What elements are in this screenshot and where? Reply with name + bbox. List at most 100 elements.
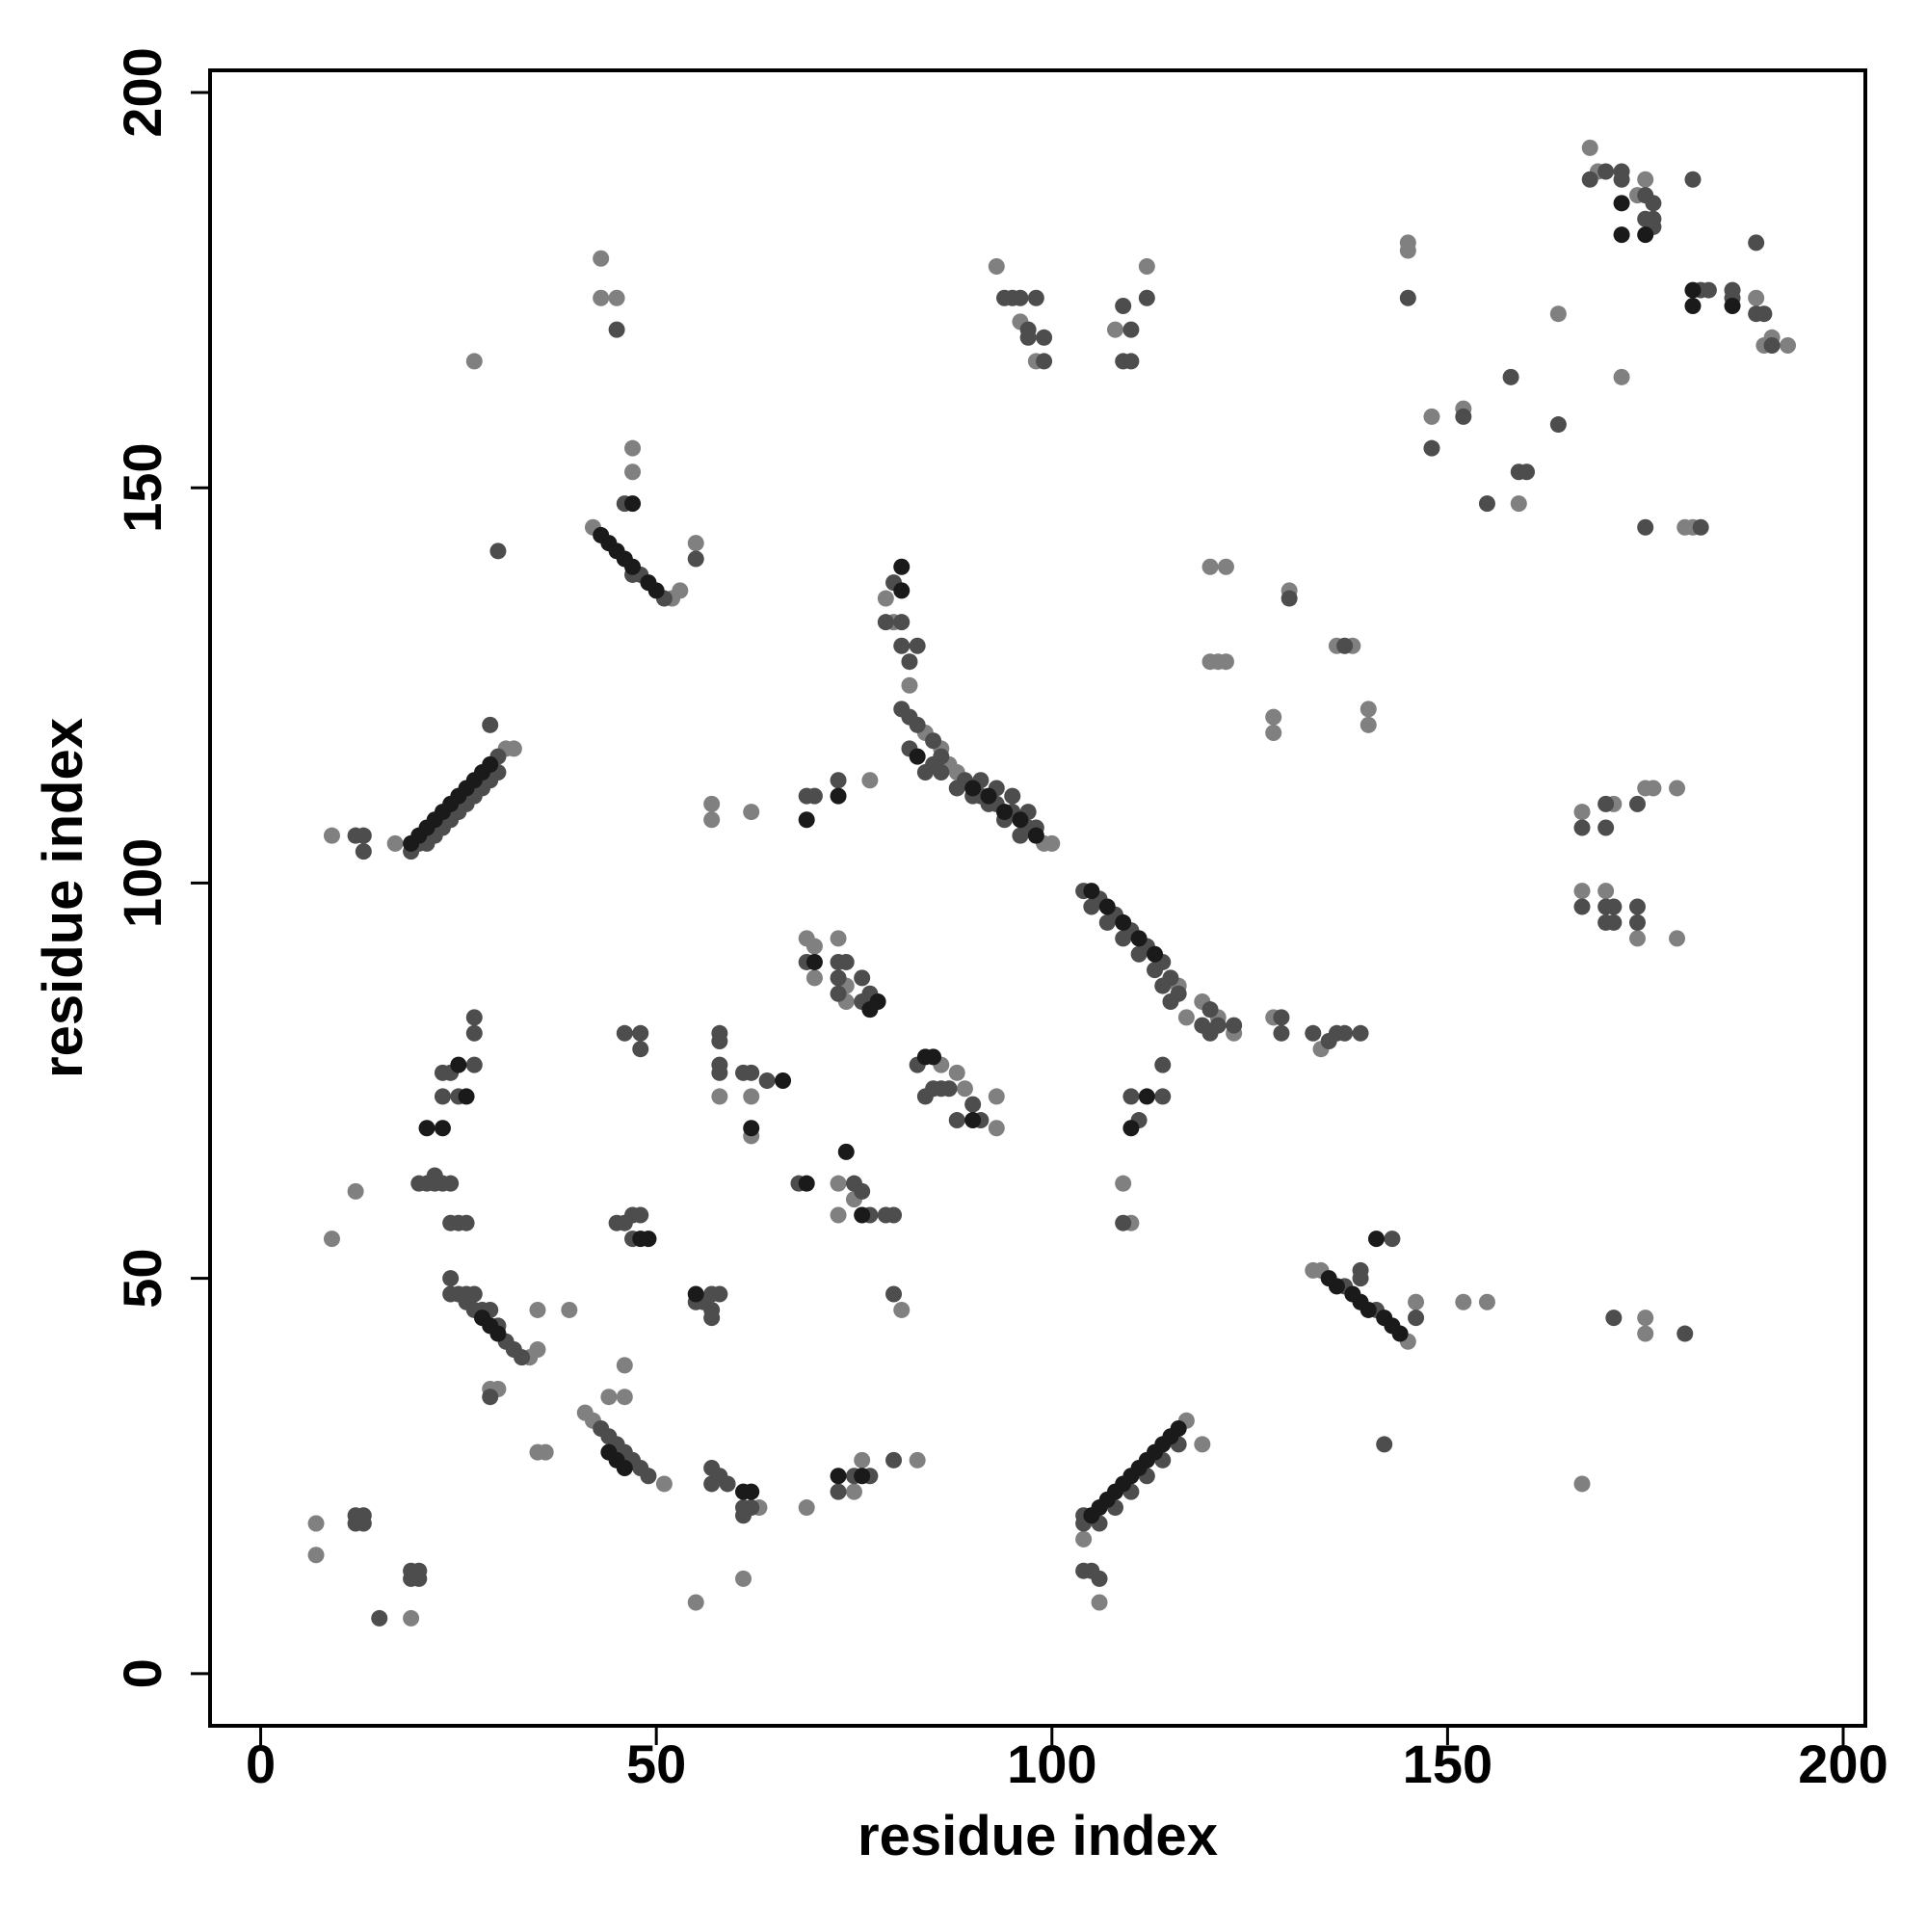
point <box>893 582 911 599</box>
point <box>1122 1120 1140 1137</box>
point <box>323 1231 340 1248</box>
point <box>861 772 879 789</box>
point <box>347 1182 364 1200</box>
point <box>1209 1017 1227 1034</box>
point <box>442 1270 460 1287</box>
point <box>1549 416 1567 434</box>
point <box>386 834 404 852</box>
point <box>1217 653 1234 671</box>
point <box>1423 439 1440 457</box>
point <box>1478 495 1495 513</box>
point <box>458 1214 475 1231</box>
point <box>1581 171 1598 188</box>
x-tick-label: 150 <box>1403 1734 1492 1794</box>
point <box>1083 898 1100 915</box>
point <box>600 1389 618 1406</box>
point <box>616 1024 633 1042</box>
point <box>1478 1293 1495 1310</box>
point <box>465 1285 483 1303</box>
point <box>442 1175 460 1192</box>
point <box>1645 195 1662 212</box>
point <box>1391 1325 1409 1342</box>
point <box>988 257 1005 275</box>
x-tick-label: 0 <box>246 1734 276 1794</box>
point <box>307 1515 325 1532</box>
point <box>1755 305 1773 323</box>
point <box>1605 898 1623 915</box>
point <box>703 811 721 829</box>
point <box>1605 1310 1623 1327</box>
point <box>1399 242 1416 259</box>
y-tick-label: 200 <box>112 47 172 137</box>
point <box>403 1609 420 1627</box>
plot-frame <box>208 68 1867 1728</box>
point <box>743 804 760 821</box>
point <box>805 938 823 955</box>
point <box>1091 1570 1108 1587</box>
point <box>830 772 847 789</box>
point <box>964 1112 982 1129</box>
point <box>640 1468 657 1485</box>
point <box>805 969 823 987</box>
point <box>1217 558 1234 575</box>
point <box>703 1301 721 1318</box>
point <box>798 811 815 829</box>
point <box>1700 281 1717 299</box>
point <box>925 732 942 750</box>
point <box>1043 834 1061 852</box>
point <box>916 1088 934 1105</box>
point <box>1194 1436 1211 1453</box>
point <box>1273 1024 1290 1042</box>
point <box>1352 1270 1369 1287</box>
point <box>1154 977 1172 994</box>
point <box>940 1080 958 1098</box>
point <box>616 1460 633 1477</box>
point <box>608 321 625 338</box>
point <box>426 1167 443 1184</box>
point <box>1597 913 1615 931</box>
point <box>1359 1301 1377 1318</box>
point <box>830 1483 847 1500</box>
point <box>1502 368 1519 385</box>
point <box>743 1088 760 1105</box>
point <box>988 1120 1005 1137</box>
point <box>355 1515 372 1532</box>
point <box>893 558 911 575</box>
point <box>355 827 372 844</box>
point <box>1122 353 1140 370</box>
point <box>465 1056 483 1073</box>
point <box>711 1285 728 1303</box>
y-tick-label: 50 <box>112 1248 172 1308</box>
point <box>1328 1278 1345 1295</box>
point <box>703 1475 721 1493</box>
point <box>1336 1024 1354 1042</box>
point <box>933 764 950 781</box>
point <box>1012 811 1029 829</box>
point <box>1748 234 1765 251</box>
point <box>1408 1293 1425 1310</box>
point <box>1684 281 1702 299</box>
point <box>711 1088 728 1105</box>
point <box>1367 1231 1385 1248</box>
point <box>830 930 847 947</box>
point <box>1692 518 1709 536</box>
point <box>1763 337 1781 355</box>
point <box>964 1096 982 1113</box>
point <box>624 439 642 457</box>
point <box>1684 171 1702 188</box>
point <box>909 637 926 654</box>
point <box>410 1175 428 1192</box>
point <box>1098 898 1116 915</box>
point <box>1226 1017 1243 1034</box>
point <box>1012 827 1029 844</box>
point <box>1138 1088 1155 1105</box>
x-tick-label: 200 <box>1798 1734 1887 1794</box>
point <box>434 1088 451 1105</box>
point <box>1147 962 1164 979</box>
plot-marks <box>307 139 1797 1627</box>
point <box>1091 1594 1108 1611</box>
point <box>371 1609 388 1627</box>
point <box>909 1451 926 1469</box>
point <box>1170 1420 1187 1438</box>
point <box>1455 1293 1472 1310</box>
